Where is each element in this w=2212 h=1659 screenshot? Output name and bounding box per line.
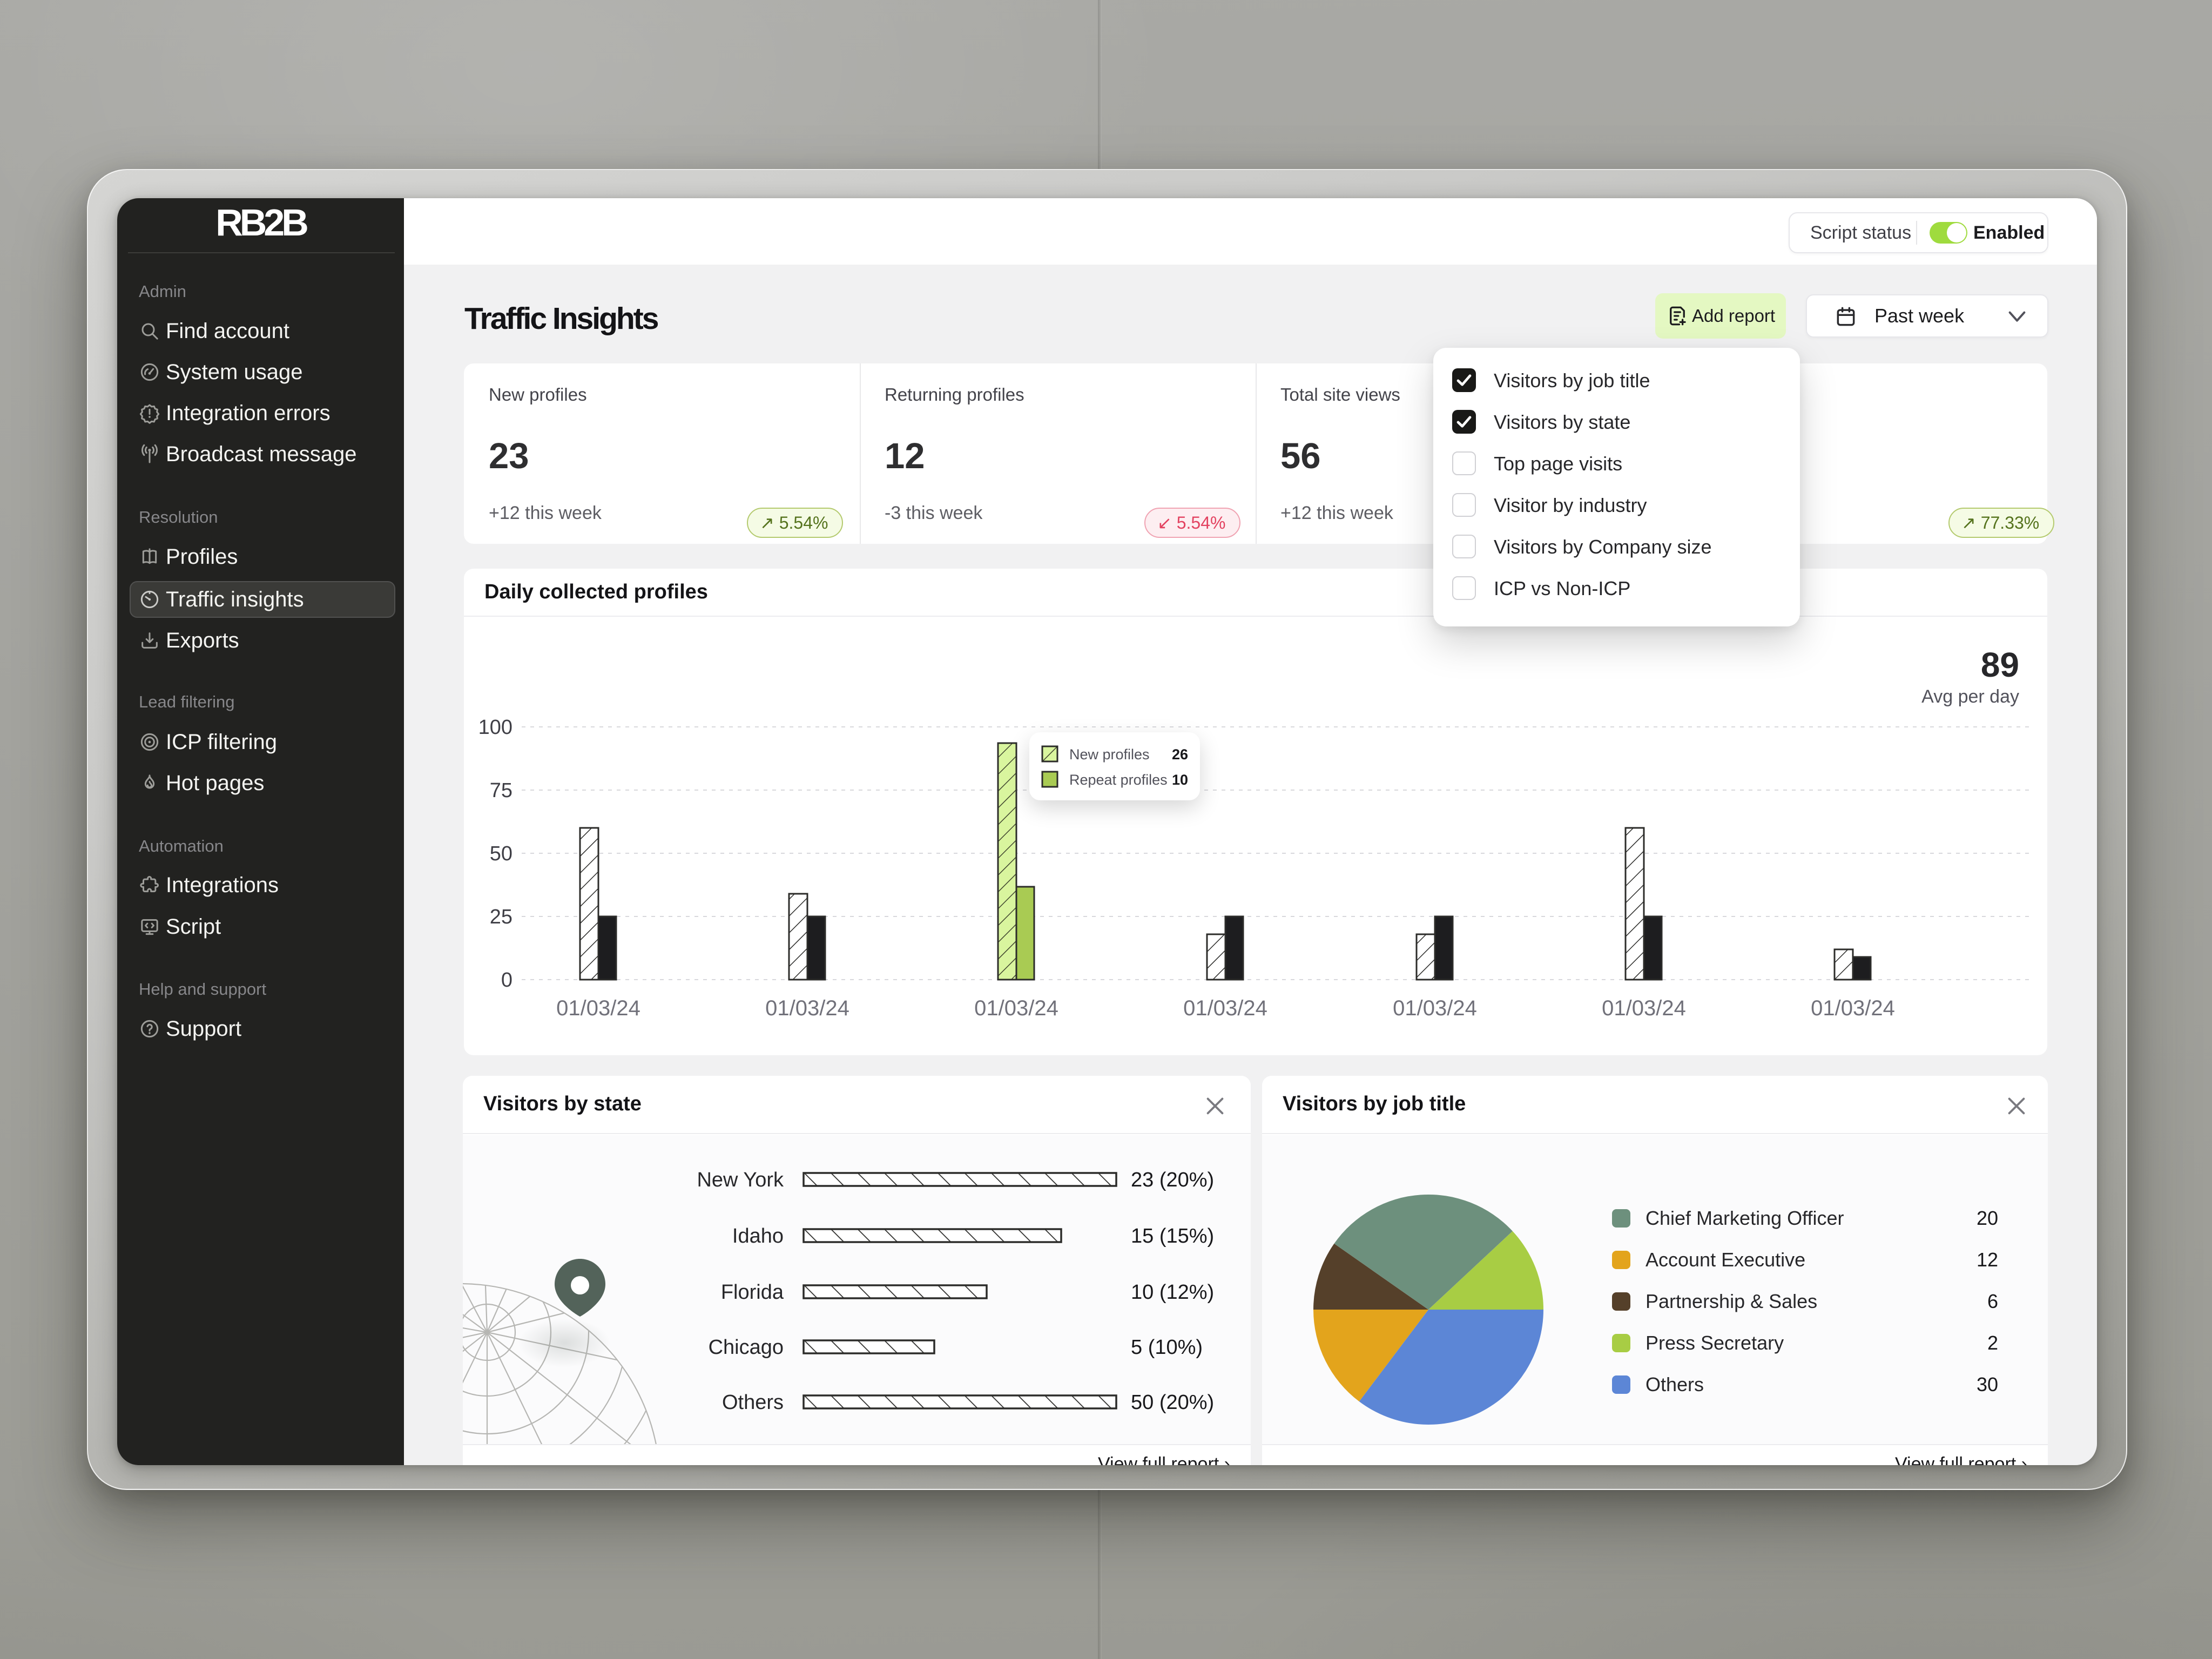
svg-text:01/03/24: 01/03/24 <box>974 996 1058 1020</box>
svg-text:01/03/24: 01/03/24 <box>1811 996 1895 1020</box>
svg-text:25: 25 <box>490 906 512 928</box>
svg-text:01/03/24: 01/03/24 <box>1183 996 1267 1020</box>
svg-text:75: 75 <box>490 779 512 802</box>
svg-text:01/03/24: 01/03/24 <box>765 996 849 1020</box>
svg-text:50: 50 <box>490 842 512 865</box>
svg-text:01/03/24: 01/03/24 <box>1393 996 1477 1020</box>
svg-text:0: 0 <box>501 969 512 992</box>
svg-text:01/03/24: 01/03/24 <box>556 996 640 1020</box>
svg-text:100: 100 <box>478 716 512 739</box>
svg-text:01/03/24: 01/03/24 <box>1602 996 1686 1020</box>
